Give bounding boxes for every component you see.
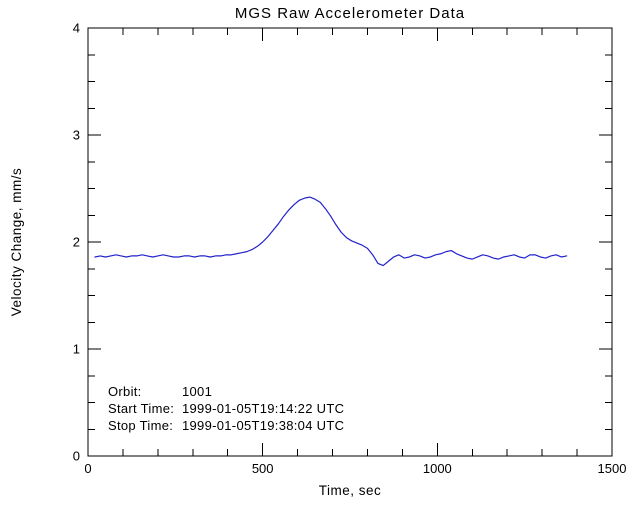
data-series — [94, 196, 568, 267]
y-tick-label: 1 — [73, 342, 80, 357]
x-tick-label: 1500 — [598, 461, 627, 476]
y-tick-label: 0 — [73, 449, 80, 464]
plot-frame — [87, 27, 613, 457]
velocity-change-line — [94, 196, 568, 267]
y-tick-label: 2 — [73, 235, 80, 250]
annotation-orbit-value: 1001 — [182, 384, 212, 399]
y-axis-label: Velocity Change, mm/s — [9, 168, 24, 317]
x-tick-label: 0 — [84, 461, 91, 476]
x-axis-label: Time, sec — [319, 483, 382, 498]
annotation-stop-time-label: Stop Time: — [108, 418, 173, 433]
y-tick-label: 3 — [73, 128, 80, 143]
annotation-orbit-label: Orbit: — [108, 384, 142, 399]
annotation-stop-time-value: 1999-01-05T19:38:04 UTC — [182, 418, 344, 433]
chart-title: MGS Raw Accelerometer Data — [235, 5, 465, 22]
annotation-start-time-value: 1999-01-05T19:14:22 UTC — [182, 401, 344, 416]
x-tick-label: 500 — [252, 461, 274, 476]
y-tick-label: 4 — [73, 21, 80, 36]
axes: 0 500 1000 1500 0 1 2 3 4 — [73, 21, 627, 477]
annotation-start-time-label: Start Time: — [108, 401, 174, 416]
annotation-block: Orbit: 1001 Start Time: 1999-01-05T19:14… — [108, 384, 344, 433]
x-tick-label: 1000 — [423, 461, 452, 476]
